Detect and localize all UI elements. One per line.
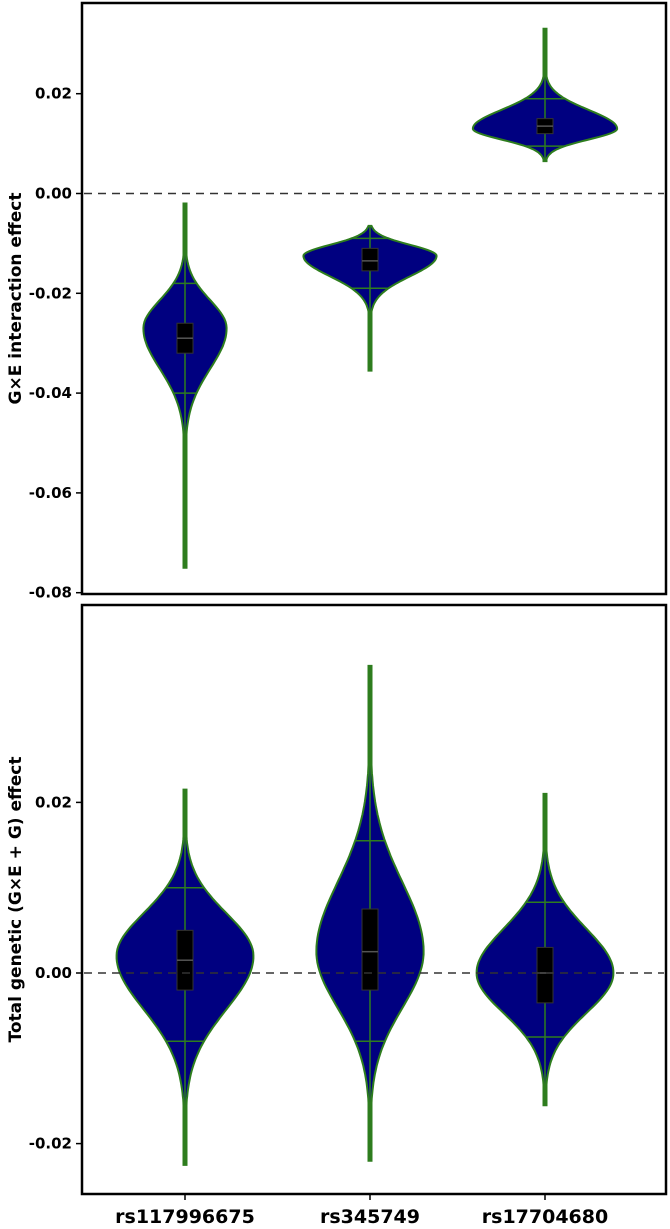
violin-iqr-box xyxy=(536,946,554,1004)
y-tick-label: 0.02 xyxy=(35,85,72,103)
panel-total-genetic: 0.02 0.00 -0.02 Total genetic (G×E + G) eff… xyxy=(6,603,668,1228)
y-tick-label: -0.02 xyxy=(29,1135,72,1153)
x-category-label: rs345749 xyxy=(320,1206,420,1228)
y-axis-label: G×E interaction effect xyxy=(6,193,26,405)
x-category-label: rs117996675 xyxy=(115,1206,255,1228)
y-tick-label: -0.08 xyxy=(29,584,72,602)
plot-frame xyxy=(80,1,668,596)
panel-gxe-interaction: 0.02 0.00 -0.02 -0.04 -0.06 -0.08 G×E interact… xyxy=(6,1,668,602)
y-tick-label: 0.00 xyxy=(35,964,72,982)
y-tick-label: -0.02 xyxy=(29,284,72,302)
y-tick-label: -0.06 xyxy=(29,484,72,502)
violin-iqr-box xyxy=(361,908,379,991)
plot-frame xyxy=(80,603,668,1196)
y-tick-label: -0.04 xyxy=(29,384,72,402)
y-tick-label: 0.02 xyxy=(35,793,72,811)
y-tick-label: 0.00 xyxy=(35,185,72,203)
x-category-label: rs17704680 xyxy=(482,1206,608,1228)
violin-iqr-box xyxy=(361,247,379,272)
y-axis-label: Total genetic (G×E + G) effect xyxy=(6,757,26,1043)
